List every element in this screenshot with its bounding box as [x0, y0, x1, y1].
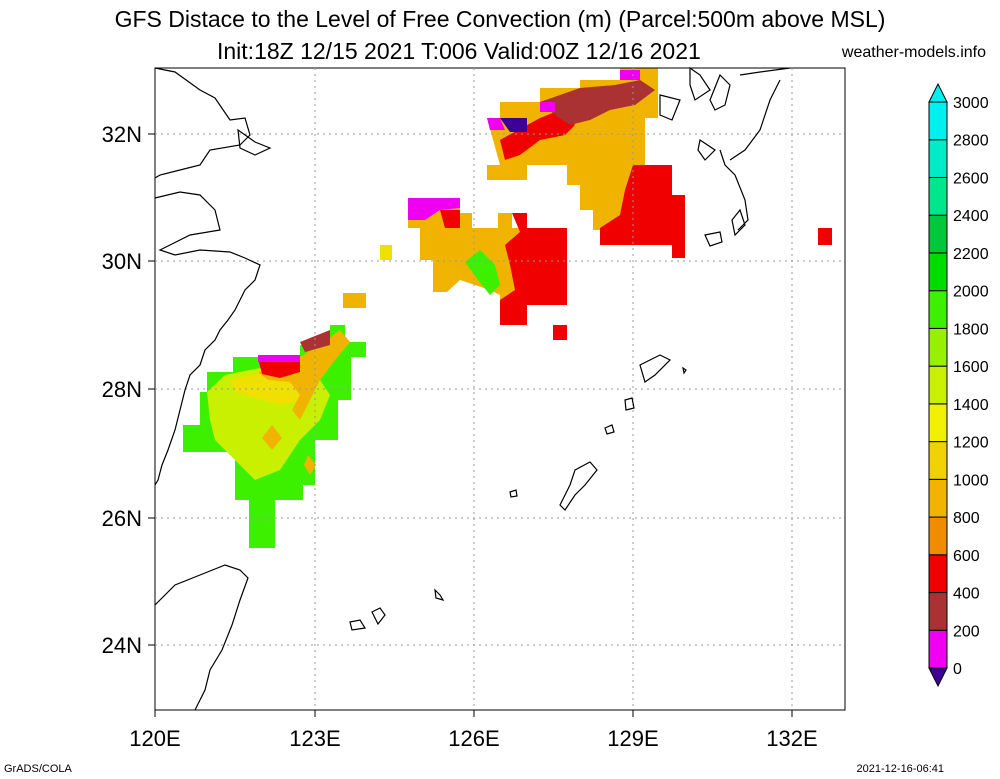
colorbar-segment	[928, 441, 948, 480]
map-title: GFS Distace to the Level of Free Convect…	[114, 6, 886, 32]
colorbar-segment	[928, 554, 948, 594]
colorbar-segment	[928, 290, 948, 329]
x-tick-label: 126E	[448, 726, 499, 751]
x-tick-label: 129E	[607, 726, 658, 751]
field-purple-south	[258, 355, 300, 362]
footer-credit: GrADS/COLA	[4, 763, 72, 775]
colorbar-label: 1000	[953, 472, 989, 489]
field-brown-south	[300, 330, 330, 352]
colorbar-label: 800	[953, 510, 980, 527]
tick-marks	[148, 133, 793, 717]
colorbar-label: 3000	[953, 95, 989, 112]
shaded-field	[183, 68, 832, 548]
field-orange-spot	[262, 425, 282, 450]
field-magenta-north3	[620, 70, 640, 80]
field-red-north-east	[600, 165, 685, 258]
colorbar-segment	[928, 214, 948, 254]
x-tick-label: 123E	[289, 726, 340, 751]
y-axis-labels: 32N 30N 28N 26N 24N	[102, 122, 142, 658]
field-red-central	[500, 213, 567, 325]
colorbar-label: 2400	[953, 208, 989, 225]
colorbar-segment	[928, 629, 948, 669]
field-red-dot	[553, 325, 567, 340]
field-orange-south	[258, 330, 350, 420]
colorbar-label: 2800	[953, 133, 989, 150]
colorbar-segment	[928, 327, 948, 367]
colorbar: 0 200 400 600 800 1000 1200 1400 1600 1800 2000 220…	[928, 82, 989, 688]
colorbar-segment	[928, 252, 948, 292]
field-orange-spot2	[304, 455, 316, 475]
colorbar-label: 2200	[953, 246, 989, 263]
field-red-south	[258, 358, 300, 378]
map-subtitle: Init:18Z 12/15 2021 T:006 Valid:00Z 12/1…	[217, 38, 701, 64]
colorbar-segment	[928, 365, 948, 405]
field-magenta-north	[487, 118, 505, 130]
y-tick-label: 32N	[102, 122, 142, 147]
y-tick-label: 26N	[102, 506, 142, 531]
x-tick-label: 120E	[129, 726, 180, 751]
colorbar-segment	[928, 592, 948, 631]
colorbar-segment	[928, 478, 948, 518]
field-brown-north	[540, 80, 655, 125]
colorbar-label: 1400	[953, 397, 989, 414]
field-purple-north	[500, 118, 527, 132]
x-tick-label: 132E	[766, 726, 817, 751]
field-purple-central	[408, 198, 460, 220]
colorbar-label: 600	[953, 548, 980, 565]
site-credit: weather-models.info	[841, 44, 986, 61]
colorbar-max-triangle	[928, 82, 948, 103]
gridlines	[155, 68, 845, 710]
y-tick-label: 24N	[102, 633, 142, 658]
field-magenta-north2	[540, 102, 555, 112]
coastlines	[154, 66, 791, 711]
field-red-north-west	[500, 110, 575, 160]
colorbar-segment	[928, 403, 948, 443]
field-red-east-dot	[818, 228, 832, 245]
field-yellow-north-tip	[380, 245, 392, 260]
colorbar-label: 0	[953, 661, 962, 678]
colorbar-label: 400	[953, 586, 980, 603]
colorbar-label: 200	[953, 623, 980, 640]
colorbar-label: 2600	[953, 170, 989, 187]
colorbar-label: 1800	[953, 321, 989, 338]
colorbar-min-triangle	[928, 667, 948, 688]
colorbar-label: 2000	[953, 284, 989, 301]
colorbar-label: 1600	[953, 359, 989, 376]
field-red-central2	[440, 210, 460, 228]
y-tick-label: 28N	[102, 377, 142, 402]
x-axis-labels: 120E 123E 126E 129E 132E	[129, 726, 817, 751]
colorbar-segment	[928, 139, 948, 178]
field-orange-north-tip	[343, 293, 366, 308]
colorbar-segment	[928, 101, 948, 141]
colorbar-segment	[928, 176, 948, 216]
footer-timestamp: 2021-12-16-06:41	[856, 763, 944, 775]
colorbar-segment	[928, 516, 948, 556]
colorbar-label: 1200	[953, 435, 989, 452]
y-tick-label: 30N	[102, 249, 142, 274]
